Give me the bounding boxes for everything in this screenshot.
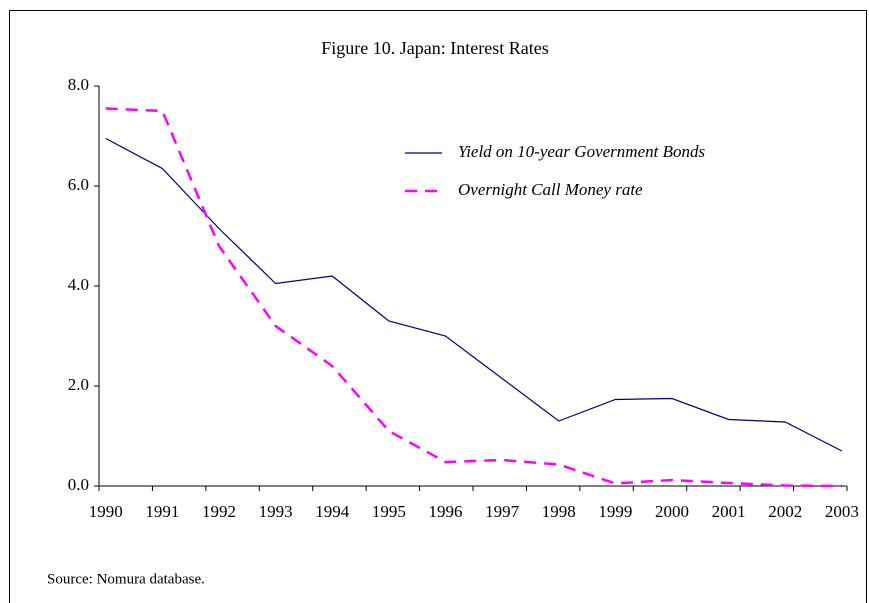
x-tick-label: 2001 [712, 502, 746, 521]
y-tick-label: 0.0 [68, 475, 89, 494]
chart-title: Figure 10. Japan: Interest Rates [321, 38, 548, 58]
x-tick-label: 1997 [485, 502, 520, 521]
x-tick-label: 1990 [89, 502, 123, 521]
x-tick-label: 1994 [315, 502, 350, 521]
x-tick-label: 2002 [768, 502, 802, 521]
series-line [105, 137, 843, 452]
x-tick-label: 1999 [598, 502, 632, 521]
x-tick-label: 1991 [145, 502, 179, 521]
series-line [105, 107, 842, 488]
x-tick-label: 1992 [202, 502, 236, 521]
legend-label: Yield on 10-year Government Bonds [458, 142, 705, 161]
x-tick-label: 1993 [259, 502, 293, 521]
y-tick-label: 8.0 [68, 75, 89, 94]
source-note: Source: Nomura database. [47, 571, 205, 587]
x-tick-label: 2003 [825, 502, 859, 521]
legend-label: Overnight Call Money rate [458, 180, 643, 199]
y-tick-label: 2.0 [68, 375, 89, 394]
x-tick-label: 1995 [372, 502, 406, 521]
x-tick-label: 1998 [542, 502, 576, 521]
frame [9, 10, 867, 603]
x-tick-label: 2000 [655, 502, 689, 521]
y-tick-label: 4.0 [68, 275, 89, 294]
x-tick-label: 1996 [428, 502, 462, 521]
y-tick-label: 6.0 [68, 175, 89, 194]
